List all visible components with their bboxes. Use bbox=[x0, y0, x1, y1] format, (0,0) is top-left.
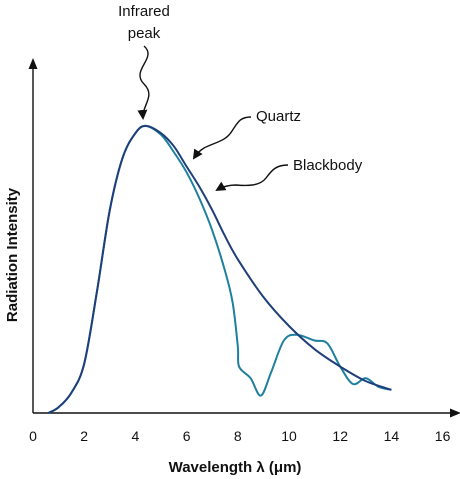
x-tick-label-14: 14 bbox=[384, 428, 400, 444]
annotation-blackbody: Blackbody bbox=[215, 157, 363, 192]
x-tick-label-6: 6 bbox=[183, 428, 191, 444]
y-axis-arrow bbox=[28, 58, 38, 69]
annotation-infrared-peak-arrow bbox=[137, 45, 150, 120]
x-tick-label-0: 0 bbox=[29, 428, 37, 444]
x-tick-label-8: 8 bbox=[234, 428, 242, 444]
axes bbox=[28, 58, 460, 418]
x-axis-title: Wavelength λ (μm) bbox=[169, 459, 302, 476]
x-tick-label-4: 4 bbox=[132, 428, 140, 444]
annotation-quartz-arrow bbox=[192, 116, 252, 160]
x-axis-arrow bbox=[450, 408, 460, 418]
annotation-blackbody-arrow bbox=[215, 164, 289, 192]
annotation-infrared-peak-line2: peak bbox=[128, 25, 161, 42]
annotation-quartz: Quartz bbox=[192, 108, 301, 160]
y-axis-title: Radiation Intensity bbox=[4, 187, 21, 322]
series-layer bbox=[47, 124, 392, 414]
annotation-infrared-peak: Infrared peak bbox=[118, 3, 170, 120]
x-tick-label-16: 16 bbox=[435, 428, 451, 444]
annotation-infrared-peak-line1: Infrared bbox=[118, 3, 170, 20]
x-tick-label-2: 2 bbox=[80, 428, 88, 444]
series-line-blackbody bbox=[47, 124, 392, 414]
annotation-blackbody-label: Blackbody bbox=[293, 157, 363, 174]
x-tick-labels: 0 2 4 6 8 10 12 14 16 bbox=[29, 428, 450, 444]
annotation-quartz-label: Quartz bbox=[256, 108, 301, 125]
x-tick-label-12: 12 bbox=[332, 428, 348, 444]
x-tick-label-10: 10 bbox=[281, 428, 297, 444]
